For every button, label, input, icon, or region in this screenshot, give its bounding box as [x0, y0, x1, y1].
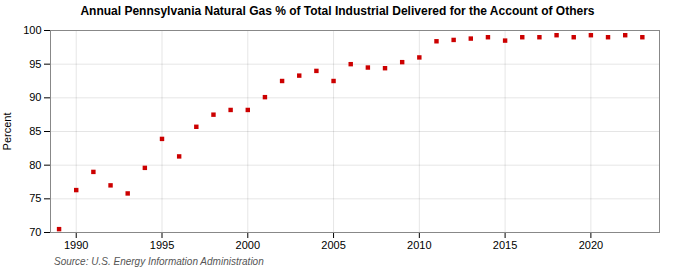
svg-text:2020: 2020 [579, 239, 603, 251]
html-text:Source: U.S. Energy Informatio: Source: U.S. Energy Information Administ… [54, 256, 264, 267]
svg-text:85: 85 [29, 125, 41, 137]
svg-text:Percent: Percent [1, 113, 13, 151]
svg-text:90: 90 [29, 91, 41, 103]
svg-text:1995: 1995 [150, 239, 174, 251]
svg-text:1990: 1990 [64, 239, 88, 251]
html-text:Annual Pennsylvania Natural Ga: Annual Pennsylvania Natural Gas % of Tot… [80, 4, 595, 18]
svg-text:70: 70 [29, 226, 41, 238]
svg-text:80: 80 [29, 159, 41, 171]
svg-text:2010: 2010 [407, 239, 431, 251]
svg-text:2000: 2000 [236, 239, 260, 251]
svg-text:2015: 2015 [493, 239, 517, 251]
svg-text:2005: 2005 [321, 239, 345, 251]
svg-text:75: 75 [29, 192, 41, 204]
svg-text:100: 100 [23, 24, 41, 36]
svg-text:95: 95 [29, 58, 41, 70]
